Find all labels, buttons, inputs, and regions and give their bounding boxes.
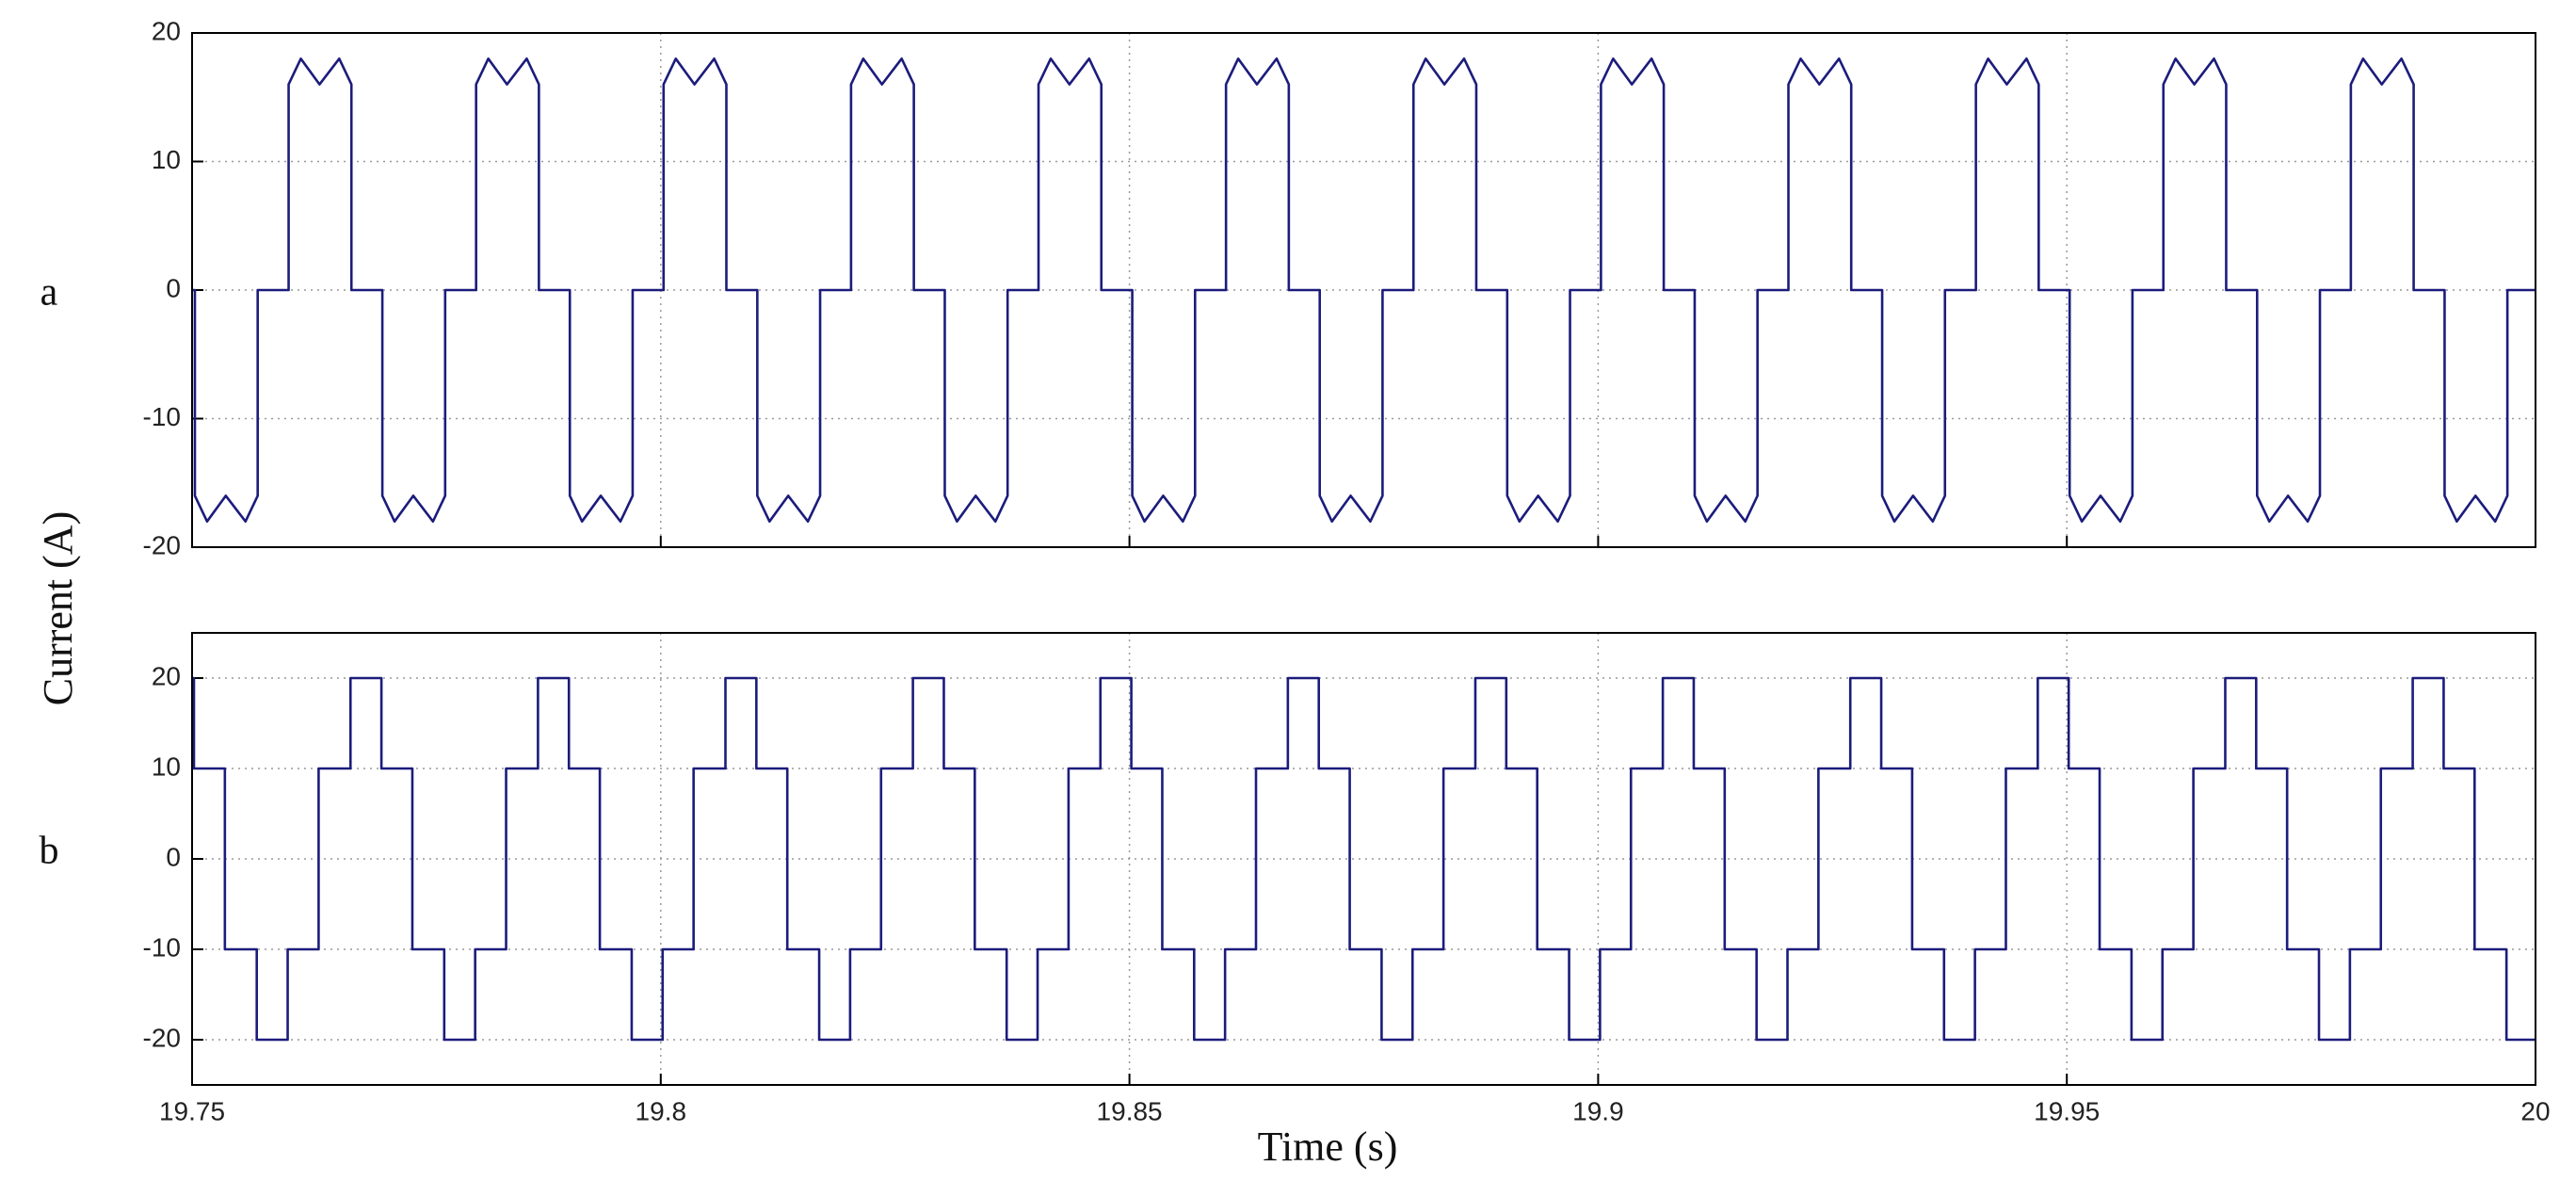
y-tick-label: 10 [152,145,181,174]
panel-label: a [40,271,58,315]
y-tick-label: 20 [152,16,181,45]
x-tick-label: 20 [2520,1096,2550,1125]
waveform [192,57,2536,523]
axes-box [191,32,2536,548]
y-tick-label: -10 [143,932,181,962]
x-tick-label: 19.95 [2034,1096,2100,1125]
x-tick-label: 19.8 [636,1096,687,1125]
x-tick-label: 19.9 [1572,1096,1624,1125]
y-axis-label: Current (A) [35,511,81,706]
y-tick-label: 0 [166,842,181,871]
x-tick-label: 19.85 [1097,1096,1163,1125]
waveform [192,676,2536,1042]
axes-box [191,632,2536,1086]
panel-label: b [40,830,59,873]
x-tick-label: 19.75 [159,1096,225,1125]
x-axis-label: Time (s) [1258,1124,1398,1170]
y-tick-label: 10 [152,752,181,781]
y-tick-label: 0 [166,273,181,302]
y-tick-label: -10 [143,402,181,431]
y-tick-label: -20 [143,1023,181,1052]
y-tick-label: -20 [143,530,181,559]
y-tick-label: 20 [152,661,181,690]
